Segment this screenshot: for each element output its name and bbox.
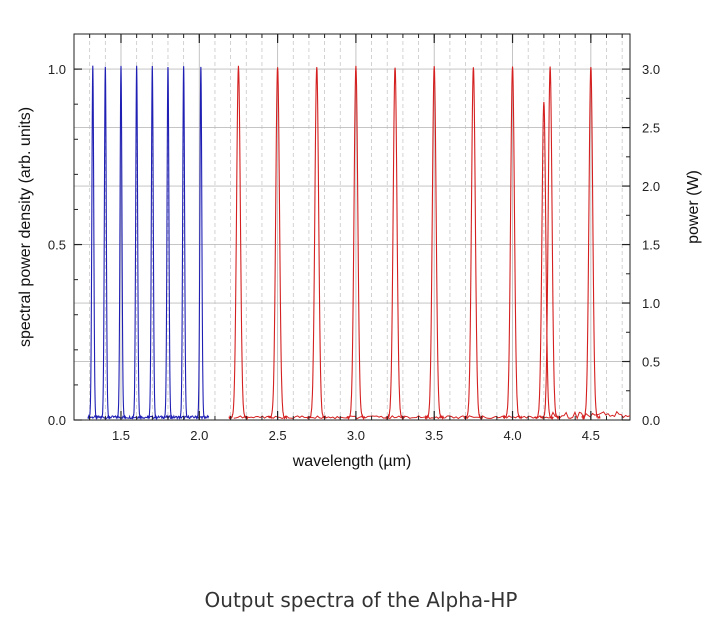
spectral-peak [533, 101, 554, 420]
spectral-peak [346, 65, 366, 421]
x-tick-label: 2.5 [269, 428, 287, 443]
x-tick-label: 3.0 [347, 428, 365, 443]
plot-frame [73, 33, 631, 421]
y-left-tick-label: 0.5 [48, 238, 66, 253]
figure-caption: Output spectra of the Alpha-HP [204, 588, 518, 612]
spectral-peak [424, 66, 445, 421]
y-left-tick-label: 0.0 [48, 413, 66, 428]
series-layer [87, 65, 631, 421]
series-1 [228, 65, 631, 421]
y-right-tick-label: 3.0 [642, 62, 660, 77]
series-baseline [87, 414, 210, 421]
spectral-peak [228, 65, 249, 421]
spectral-peak [385, 67, 405, 420]
x-axis-label: wavelength (µm) [292, 453, 412, 470]
ticks: 1.5 2.0 2.5 3.0 3.5 4.0 4.5 0.0 0.5 1.0 0.0 0.5 1.0 1… [48, 34, 660, 443]
y-left-tick-label: 1.0 [48, 62, 66, 77]
x-tick-label: 3.5 [425, 428, 443, 443]
x-tick-label: 4.0 [503, 428, 521, 443]
y-right-tick-label: 1.5 [642, 238, 660, 253]
spectra-chart: 1.5 2.0 2.5 3.0 3.5 4.0 4.5 0.0 0.5 1.0 0.0 0.5 1.0 1… [17, 33, 702, 470]
series-0 [87, 65, 210, 421]
y-axis-label-right: power (W) [685, 170, 702, 244]
spectral-peak [307, 67, 327, 420]
x-tick-label: 4.5 [582, 428, 600, 443]
spectral-peak [163, 66, 174, 420]
x-tick-label: 2.0 [190, 428, 208, 443]
series-baseline [233, 410, 631, 420]
y-right-tick-label: 2.0 [642, 179, 660, 194]
spectral-peak [463, 67, 483, 420]
spectral-peak [267, 67, 288, 420]
y-right-tick-label: 0.0 [642, 413, 660, 428]
y-right-tick-label: 2.5 [642, 121, 660, 136]
y-right-tick-label: 1.0 [642, 296, 660, 311]
spectral-peak [195, 66, 206, 420]
y-axis-label-left: spectral power density (arb. units) [17, 107, 34, 347]
x-tick-label: 1.5 [112, 428, 130, 443]
y-right-tick-label: 0.5 [642, 355, 660, 370]
